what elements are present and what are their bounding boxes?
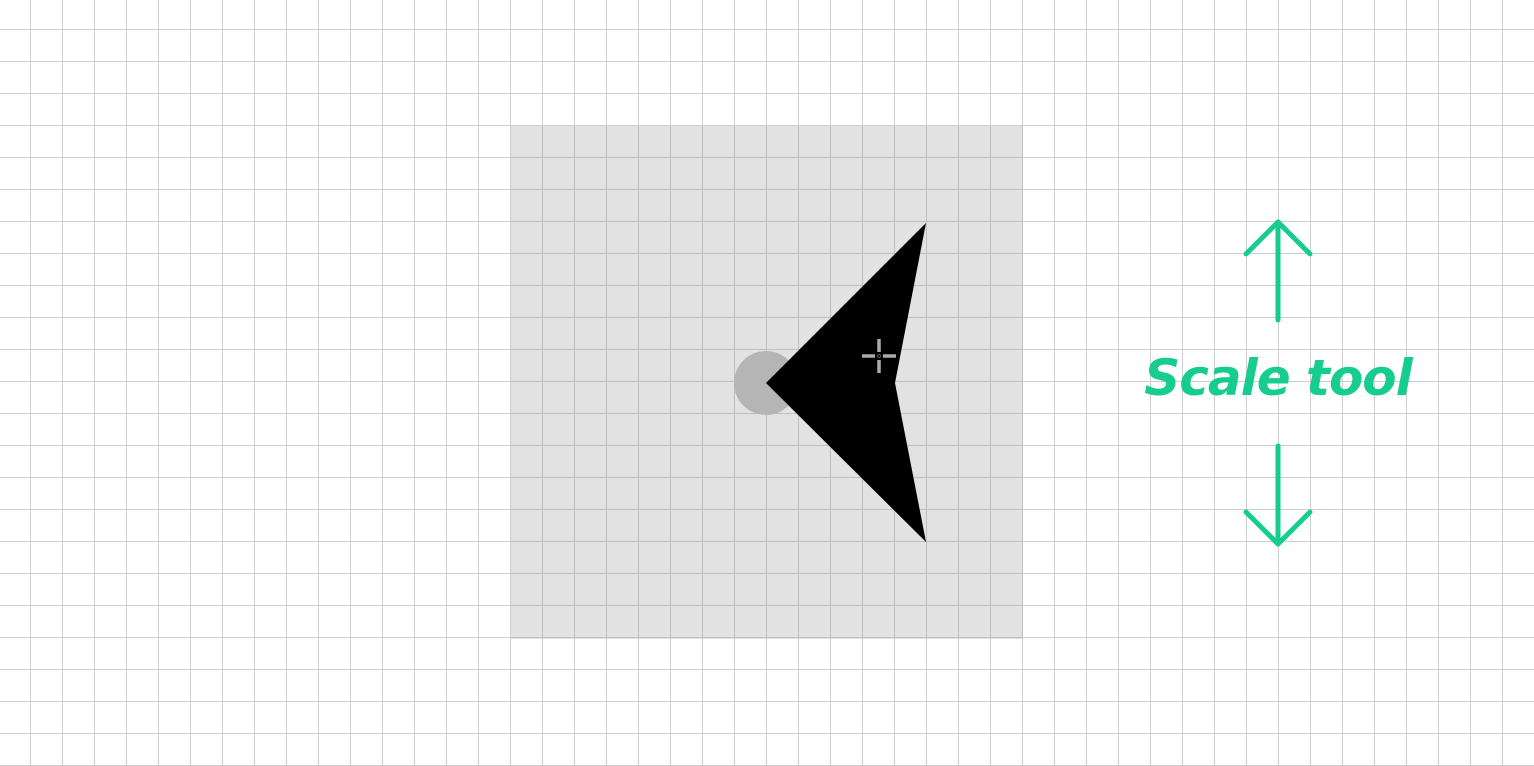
arrow-down-icon — [1243, 443, 1313, 547]
scale-tool-label: Scale tool — [1144, 349, 1413, 407]
arrow-up-icon — [1243, 219, 1313, 323]
move-crosshair-icon — [862, 339, 896, 373]
selected-chevron-shape[interactable] — [766, 223, 926, 542]
